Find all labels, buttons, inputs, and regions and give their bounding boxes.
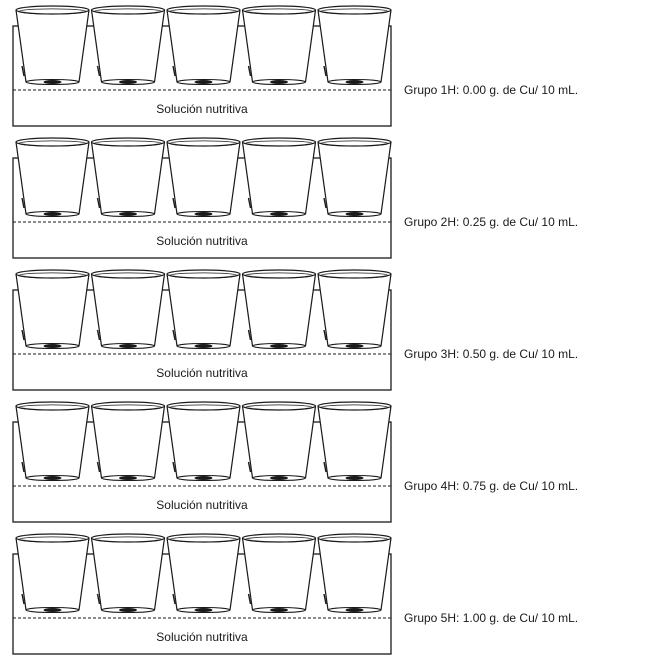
cup: [317, 269, 392, 350]
cup: [317, 5, 392, 86]
cup: [90, 401, 166, 482]
cup: [15, 5, 90, 86]
group-2: Solución nutritiva Grupo 2H: 0.25 g. de C…: [12, 137, 578, 259]
cup: [166, 137, 241, 218]
cup: [166, 269, 241, 350]
cup: [15, 137, 90, 218]
cup: [90, 269, 166, 350]
tray-label: Solución nutritiva: [156, 630, 248, 644]
group-label: Grupo 1H: 0.00 g. de Cu/ 10 mL.: [404, 83, 578, 97]
group-4: Solución nutritiva Grupo 4H: 0.75 g. de C…: [12, 401, 578, 523]
cup: [241, 137, 317, 218]
group-label: Grupo 5H: 1.00 g. de Cu/ 10 mL.: [404, 611, 578, 625]
cup: [241, 533, 317, 614]
cup: [90, 5, 166, 86]
cup: [166, 533, 241, 614]
group-label: Grupo 4H: 0.75 g. de Cu/ 10 mL.: [404, 479, 578, 493]
tray-label: Solución nutritiva: [156, 498, 248, 512]
cup: [15, 269, 90, 350]
group-1: Solución nutritiva Grupo 1H: 0.00 g. de C…: [12, 5, 578, 127]
cup: [241, 401, 317, 482]
cup: [317, 137, 392, 218]
cup: [90, 137, 166, 218]
group-5: Solución nutritiva Grupo 5H: 1.00 g. de C…: [12, 533, 578, 655]
cup: [90, 533, 166, 614]
cup: [166, 401, 241, 482]
group-3: Solución nutritiva Grupo 3H: 0.50 g. de C…: [12, 269, 578, 391]
tray-label: Solución nutritiva: [156, 102, 248, 116]
cup: [15, 533, 90, 614]
tray-label: Solución nutritiva: [156, 366, 248, 380]
group-label: Grupo 2H: 0.25 g. de Cu/ 10 mL.: [404, 215, 578, 229]
cup: [241, 269, 317, 350]
group-label: Grupo 3H: 0.50 g. de Cu/ 10 mL.: [404, 347, 578, 361]
tray-label: Solución nutritiva: [156, 234, 248, 248]
cup: [317, 533, 392, 614]
cup: [241, 5, 317, 86]
cup: [166, 5, 241, 86]
cup: [15, 401, 90, 482]
cup: [317, 401, 392, 482]
